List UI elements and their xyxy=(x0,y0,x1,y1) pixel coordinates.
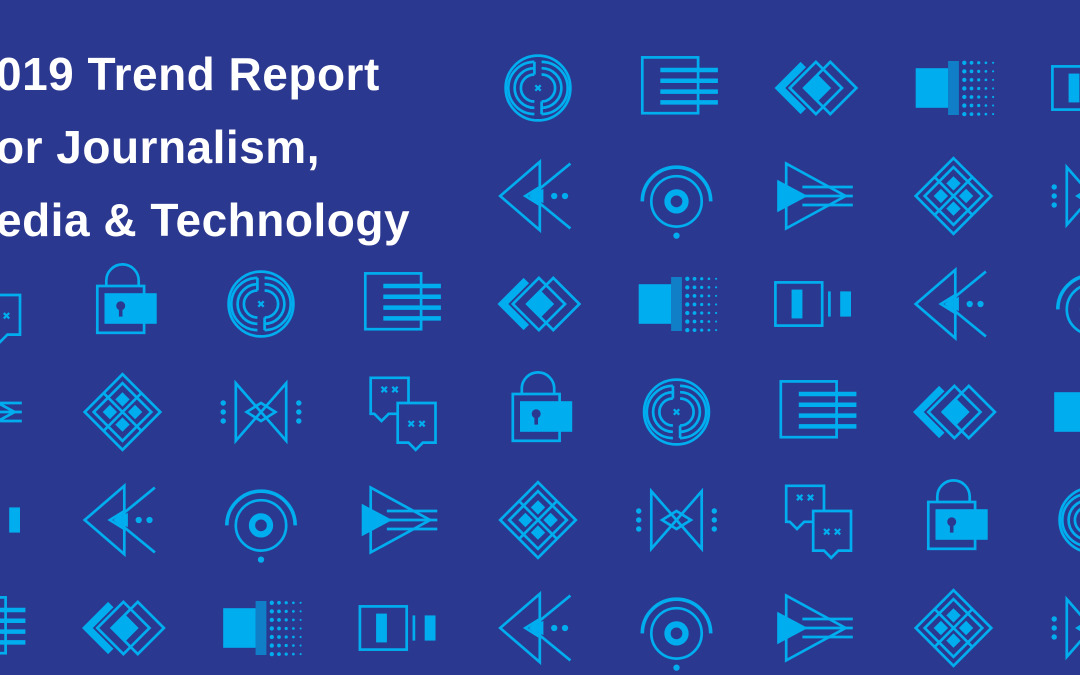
dot-gradient-icon xyxy=(915,60,995,117)
chat-icon xyxy=(369,376,437,452)
arrow-left-icon xyxy=(914,268,988,340)
labyrinth-icon xyxy=(1058,486,1080,554)
bowtie-icon xyxy=(219,381,303,443)
target-icon xyxy=(227,491,295,563)
lines-box-icon xyxy=(365,273,441,329)
bars-icon xyxy=(358,605,437,651)
bowtie-icon xyxy=(634,489,719,551)
arrow-left-icon xyxy=(83,484,157,556)
target-icon xyxy=(1058,275,1080,347)
lock-icon xyxy=(926,479,990,551)
bars-icon xyxy=(0,497,22,543)
lines-box-icon xyxy=(0,597,25,653)
labyrinth-icon xyxy=(227,270,295,338)
arrow-left-icon xyxy=(498,160,572,232)
chat-icon xyxy=(784,484,853,560)
bowtie-icon xyxy=(1050,597,1080,659)
stacked-diamonds-icon xyxy=(773,60,858,116)
title-line-2: or Journalism, xyxy=(0,121,320,173)
title-line-3: edia & Technology xyxy=(0,194,411,246)
grid-diamond-icon xyxy=(914,156,993,236)
target-icon xyxy=(642,167,710,239)
grid-diamond-icon xyxy=(83,372,162,452)
lock-icon xyxy=(511,371,574,443)
dot-gradient-icon xyxy=(638,276,718,333)
dot-gradient-icon xyxy=(1054,384,1080,441)
labyrinth-icon xyxy=(642,378,711,446)
report-title: 019 Trend Report or Journalism, edia & T… xyxy=(0,38,410,257)
chat-icon xyxy=(0,268,22,344)
stacked-diamonds-icon xyxy=(496,276,581,332)
arrow-left-icon xyxy=(498,592,572,664)
stacked-diamonds-icon xyxy=(80,600,166,656)
lines-box-icon xyxy=(642,57,718,113)
arrow-right-icon xyxy=(0,378,24,446)
arrow-right-icon xyxy=(360,486,439,554)
arrow-right-icon xyxy=(775,594,855,662)
bowtie-icon xyxy=(1050,165,1080,227)
grid-diamond-icon xyxy=(914,588,993,668)
labyrinth-icon xyxy=(504,54,572,122)
title-line-1: 019 Trend Report xyxy=(0,48,380,100)
target-icon xyxy=(642,599,710,671)
bars-icon xyxy=(774,281,853,327)
lines-box-icon xyxy=(781,381,857,437)
arrow-right-icon xyxy=(775,162,855,230)
lock-icon xyxy=(95,263,159,335)
stacked-diamonds-icon xyxy=(911,384,997,440)
dot-gradient-icon xyxy=(223,600,302,657)
grid-diamond-icon xyxy=(498,480,578,560)
bars-icon xyxy=(1051,65,1080,111)
